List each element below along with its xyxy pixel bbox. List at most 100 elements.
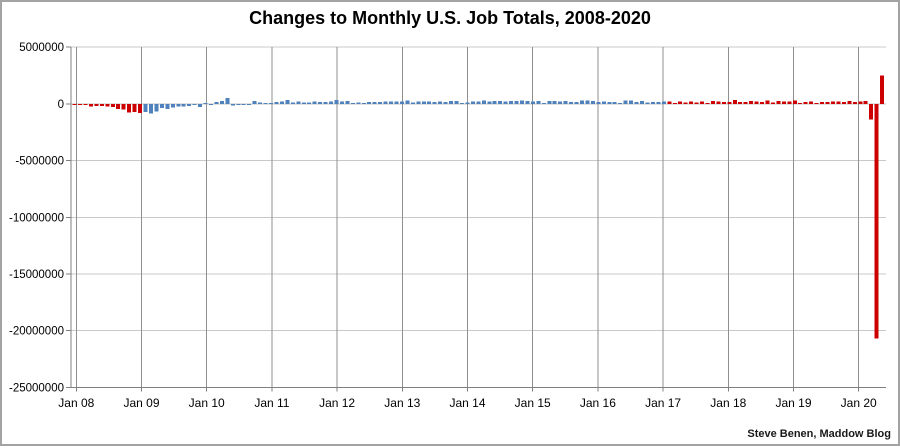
bar-month: [601, 101, 606, 104]
bar-month: [509, 100, 514, 104]
bar-month: [203, 102, 208, 104]
x-tick-label: Jan 19: [775, 396, 811, 410]
bar-month: [503, 101, 508, 104]
bar-month: [252, 101, 257, 104]
bar-month: [367, 102, 372, 104]
y-tick-label: -25000000: [9, 382, 64, 394]
bar-month: [645, 102, 650, 104]
bar-month: [83, 103, 88, 105]
x-tick-label: Jan 12: [319, 396, 355, 410]
bar-month: [176, 103, 181, 107]
bar-month: [498, 101, 503, 104]
bar-month: [705, 102, 710, 104]
bar-month: [258, 102, 263, 104]
bar-month: [858, 101, 863, 104]
bar-month: [110, 103, 115, 107]
bar-month: [285, 100, 290, 104]
bar-month: [230, 103, 235, 106]
bar-month: [274, 101, 279, 104]
axis-labels: 5000000 0 -5000000 -10000000 -15000000 -20000…: [9, 42, 877, 410]
bar-month: [318, 101, 323, 104]
bar-month: [492, 100, 497, 104]
y-tick-label: -15000000: [9, 269, 64, 281]
bar-month: [552, 100, 557, 104]
bar-month: [530, 101, 535, 104]
bar-month: [99, 103, 104, 106]
bar-month: [569, 102, 574, 104]
bar-month: [339, 101, 344, 104]
bar-month: [192, 103, 197, 105]
bar-month: [154, 103, 159, 112]
bar-month: [416, 101, 421, 104]
bar-month: [580, 100, 585, 104]
bar-month: [148, 103, 153, 114]
bar-month: [389, 101, 394, 104]
bar-month: [454, 100, 459, 104]
bar-month: [345, 101, 350, 104]
vertical-gridlines: [75, 47, 860, 392]
bar-month: [241, 103, 246, 105]
bar-month: [814, 102, 819, 104]
bar-month: [181, 103, 186, 107]
x-tick-label: Jan 13: [384, 396, 420, 410]
bar-month: [165, 103, 170, 110]
bar-month: [672, 102, 677, 104]
bar-month: [394, 101, 399, 104]
bar-month: [694, 102, 699, 104]
bar-month: [514, 101, 519, 104]
bar-month: [383, 101, 388, 104]
bar-month: [116, 103, 121, 110]
bar-month: [852, 101, 857, 104]
bar-month: [585, 100, 590, 104]
bar-month: [94, 103, 99, 106]
bar-month: [356, 102, 361, 104]
bar-month: [247, 103, 252, 105]
bar-month: [738, 102, 743, 104]
x-tick-label: Jan 18: [710, 396, 746, 410]
bar-month: [721, 101, 726, 104]
bar-month: [798, 102, 803, 104]
bar-month: [803, 102, 808, 104]
x-tick-label: Jan 15: [515, 396, 551, 410]
bar-month: [405, 100, 410, 104]
bar-month: [590, 100, 595, 104]
bar-month: [596, 101, 601, 104]
bar-month: [869, 103, 874, 120]
bar-month: [634, 101, 639, 104]
y-tick-label: -5000000: [15, 156, 64, 168]
bar-month: [847, 100, 852, 104]
x-tick-label: Jan 11: [254, 396, 289, 410]
bars: [72, 75, 885, 339]
bar-month: [296, 101, 301, 104]
bar-month: [710, 100, 715, 104]
bar-month: [350, 102, 355, 104]
bar-month: [700, 101, 705, 104]
bar-month: [198, 103, 203, 108]
x-tick-label: Jan 17: [645, 396, 681, 410]
bar-month: [105, 103, 110, 107]
bar-month: [399, 101, 404, 104]
bar-month: [754, 101, 759, 104]
bar-month: [263, 102, 268, 104]
x-tick-label: Jan 20: [841, 396, 877, 410]
bar-month: [127, 103, 132, 113]
bar-month: [143, 103, 148, 112]
bar-month: [612, 102, 617, 104]
bar-month: [421, 101, 426, 104]
bar-month: [329, 101, 334, 104]
bar-month: [667, 101, 672, 104]
bar-month: [547, 101, 552, 104]
bar-month: [820, 101, 825, 104]
bar-month: [312, 101, 317, 104]
bar-month: [656, 102, 661, 104]
bar-month: [138, 103, 143, 113]
bar-month: [770, 102, 775, 104]
bar-month: [732, 100, 737, 104]
bar-month: [525, 100, 530, 104]
bar-month: [470, 101, 475, 104]
bar-month: [459, 102, 464, 104]
bar-month: [640, 101, 645, 104]
bar-month: [170, 103, 175, 108]
